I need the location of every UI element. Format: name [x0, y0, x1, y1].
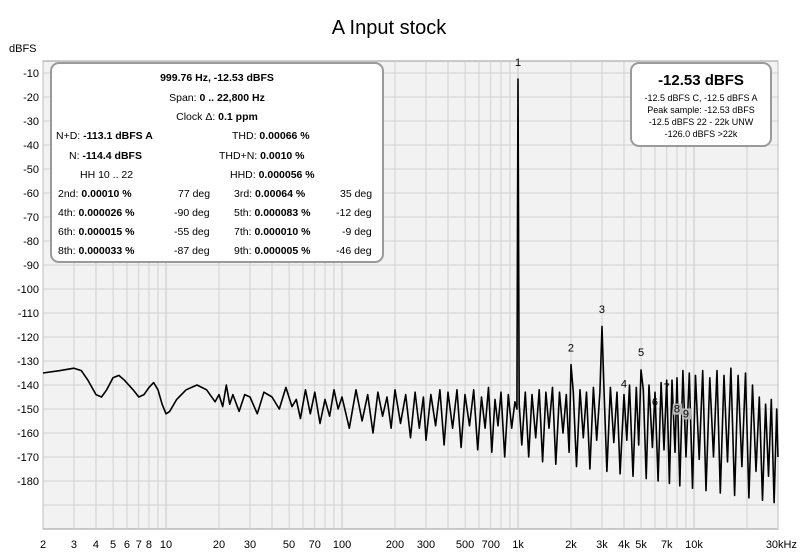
x-tick-label: 1k [512, 539, 524, 551]
x-tick-label: 3k [596, 539, 608, 551]
harmonic-6-readout: 6th: 0.000015 % [58, 226, 135, 238]
span-readout: Span: 0 .. 22,800 Hz [169, 92, 265, 104]
y-tick-label: -20 [23, 92, 39, 104]
x-tick-label: 30kHz [766, 539, 797, 551]
harmonic-9-readout: 9th: 0.000005 % [234, 245, 311, 257]
harmonic-5-phase: -12 deg [336, 207, 372, 219]
harmonic-marker-4: 4 [621, 378, 627, 390]
weighted-level-readout: -12.5 dBFS C, -12.5 dBFS A [644, 93, 758, 103]
y-tick-labels: -10 -20 -30 -40 -50 -60 -70 -80 -90 -100 -110 -120 -… [17, 68, 39, 488]
thdn-readout: THD+N: 0.0010 % [219, 150, 305, 162]
harmonic-5-readout: 5th: 0.000083 % [234, 207, 311, 219]
y-tick-label: -50 [23, 164, 39, 176]
x-tick-label: 70 [309, 539, 321, 551]
y-tick-label: -100 [17, 284, 39, 296]
x-tick-label: 10 [160, 539, 172, 551]
harmonic-9-phase: -46 deg [336, 245, 372, 257]
y-tick-label: -130 [17, 356, 39, 368]
noise-readout: N: -114.4 dBFS [69, 150, 142, 162]
y-tick-label: -90 [23, 260, 39, 272]
harmonic-8-phase: -87 deg [174, 245, 210, 257]
harmonic-3-phase: 35 deg [340, 188, 373, 200]
harmonic-marker-2: 2 [568, 342, 574, 354]
y-tick-label: -170 [17, 452, 39, 464]
harmonic-7-phase: -9 deg [342, 226, 372, 238]
y-tick-label: -10 [23, 68, 39, 80]
harmonic-marker-5: 5 [638, 347, 644, 359]
harmonic-marker-3: 3 [599, 304, 605, 316]
x-tick-label: 30 [244, 539, 256, 551]
x-tick-label: 100 [333, 539, 351, 551]
level-readout: -12.53 dBFS [658, 72, 744, 89]
x-tick-label: 50 [283, 539, 295, 551]
harmonic-2-phase: 77 deg [178, 188, 211, 200]
x-tick-label: 5k [635, 539, 647, 551]
thd-readout: THD: 0.00066 % [232, 130, 310, 142]
harmonic-4-phase: -90 deg [174, 207, 210, 219]
spectrum-trace-group [42, 78, 779, 504]
hh-range-label: HH 10 .. 22 [80, 169, 134, 181]
harmonic-marker-6: 6 [652, 396, 658, 408]
y-tick-label: -120 [17, 332, 39, 344]
harmonic-3-readout: 3rd: 0.00064 % [234, 188, 306, 200]
harmonic-7-readout: 7th: 0.000010 % [234, 226, 311, 238]
y-tick-label: -80 [23, 236, 39, 248]
y-tick-label: -110 [18, 308, 39, 320]
x-tick-label: 500 [456, 539, 474, 551]
x-tick-label: 200 [386, 539, 404, 551]
x-tick-label: 5 [110, 539, 116, 551]
harmonic-marker-8: 8 [674, 404, 680, 416]
y-tick-label: -30 [23, 116, 39, 128]
harmonic-marker-1: 1 [515, 57, 521, 69]
y-tick-label: -140 [17, 380, 39, 392]
x-tick-label: 7k [661, 539, 673, 551]
nd-readout: N+D: -113.1 dBFS A [56, 130, 153, 142]
fundamental-readout: 999.76 Hz, -12.53 dBFS [160, 72, 274, 84]
clock-readout: Clock Δ: 0.1 ppm [176, 111, 258, 123]
x-tick-label: 8 [146, 539, 152, 551]
level-meter-panel[interactable]: -12.53 dBFS -12.5 dBFS C, -12.5 dBFS A P… [630, 62, 772, 147]
x-tick-label: 4k [618, 539, 630, 551]
x-tick-label: 300 [417, 539, 435, 551]
y-tick-label: -150 [17, 404, 39, 416]
x-tick-label: 2k [565, 539, 577, 551]
measurement-panel[interactable]: 999.76 Hz, -12.53 dBFS Span: 0 .. 22,800… [50, 62, 384, 263]
chart-title: A Input stock [332, 17, 448, 39]
hhd-readout: HHD: 0.000056 % [230, 169, 315, 181]
x-tick-label: 6 [124, 539, 130, 551]
harmonic-marker-bg [672, 403, 682, 415]
spectrum-trace [42, 78, 779, 504]
harmonic-marker-9: 9 [683, 408, 689, 420]
y-tick-label: -180 [17, 476, 39, 488]
x-tick-labels: 2 3 4 5 6 7 8 10 20 30 50 70 100 200 300 500 700 1k 2k 3k 4k… [40, 539, 797, 551]
x-tick-label: 7 [136, 539, 142, 551]
x-tick-label: 4 [93, 539, 99, 551]
x-tick-label: 10k [685, 539, 703, 551]
x-tick-label: 2 [40, 539, 46, 551]
y-tick-label: -160 [17, 428, 39, 440]
harmonic-8-readout: 8th: 0.000033 % [58, 245, 135, 257]
y-tick-label: -40 [23, 140, 39, 152]
y-axis-label: dBFS [9, 43, 37, 55]
harmonic-6-phase: -55 deg [174, 226, 210, 238]
y-tick-label: -60 [23, 188, 39, 200]
harmonic-markers: 1 2 3 4 5 678 9 [515, 57, 691, 420]
y-tick-label: -70 [23, 212, 39, 224]
harmonic-2-readout: 2nd: 0.00010 % [58, 188, 132, 200]
x-tick-label: 700 [482, 539, 500, 551]
peak-sample-readout: Peak sample: -12.53 dBFS [647, 105, 755, 115]
harmonic-marker-7: 7 [664, 382, 670, 394]
harmonic-marker-bg [681, 408, 691, 420]
ultrasonic-level-readout: -126.0 dBFS >22k [664, 129, 738, 139]
unweighted-level-readout: -12.5 dBFS 22 - 22k UNW [648, 117, 754, 127]
harmonic-4-readout: 4th: 0.000026 % [58, 207, 135, 219]
x-tick-label: 20 [213, 539, 225, 551]
x-tick-label: 3 [71, 539, 77, 551]
